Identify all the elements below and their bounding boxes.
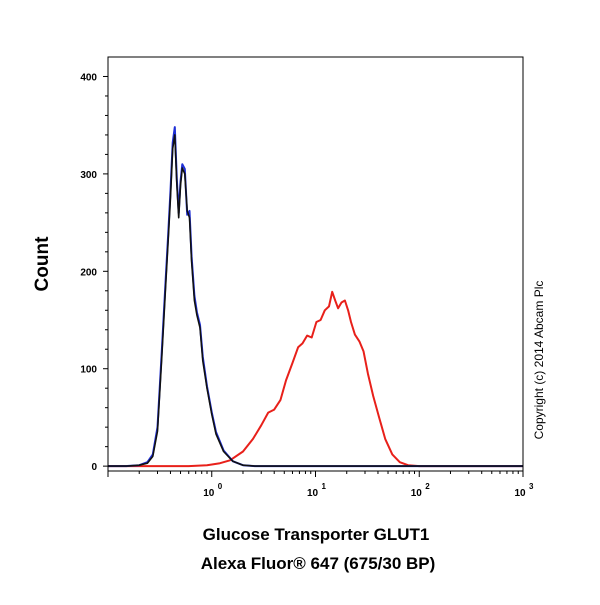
- x-tick-label-exponent: 2: [425, 482, 430, 491]
- x-tick-label-exponent: 3: [529, 482, 534, 491]
- y-tick-label: 300: [80, 170, 97, 181]
- x-tick-label-exponent: 0: [218, 482, 223, 491]
- series-layer: [108, 126, 523, 468]
- y-tick-label: 0: [91, 462, 97, 473]
- x-tick-label-base: 10: [411, 488, 423, 499]
- x-axis-label-line1: Glucose Transporter GLUT1: [203, 525, 430, 544]
- x-tick-label-base: 10: [307, 488, 319, 499]
- series-line-3: [108, 134, 523, 467]
- y-axis: 0 100 200 300 400: [80, 72, 108, 473]
- y-tick-label: 400: [80, 72, 97, 83]
- y-tick-label: 200: [80, 267, 97, 278]
- x-tick-label-exponent: 1: [322, 482, 327, 491]
- copyright-annotation: Copyright (c) 2014 Abcam Plc: [532, 281, 546, 440]
- series-line-1: [108, 290, 523, 468]
- x-tick-label-base: 10: [203, 488, 215, 499]
- x-axis-label-line2: Alexa Fluor® 647 (675/30 BP): [201, 554, 436, 573]
- y-axis-label: Count: [32, 236, 53, 292]
- y-tick-label: 100: [80, 365, 97, 376]
- x-tick-label-base: 10: [514, 488, 526, 499]
